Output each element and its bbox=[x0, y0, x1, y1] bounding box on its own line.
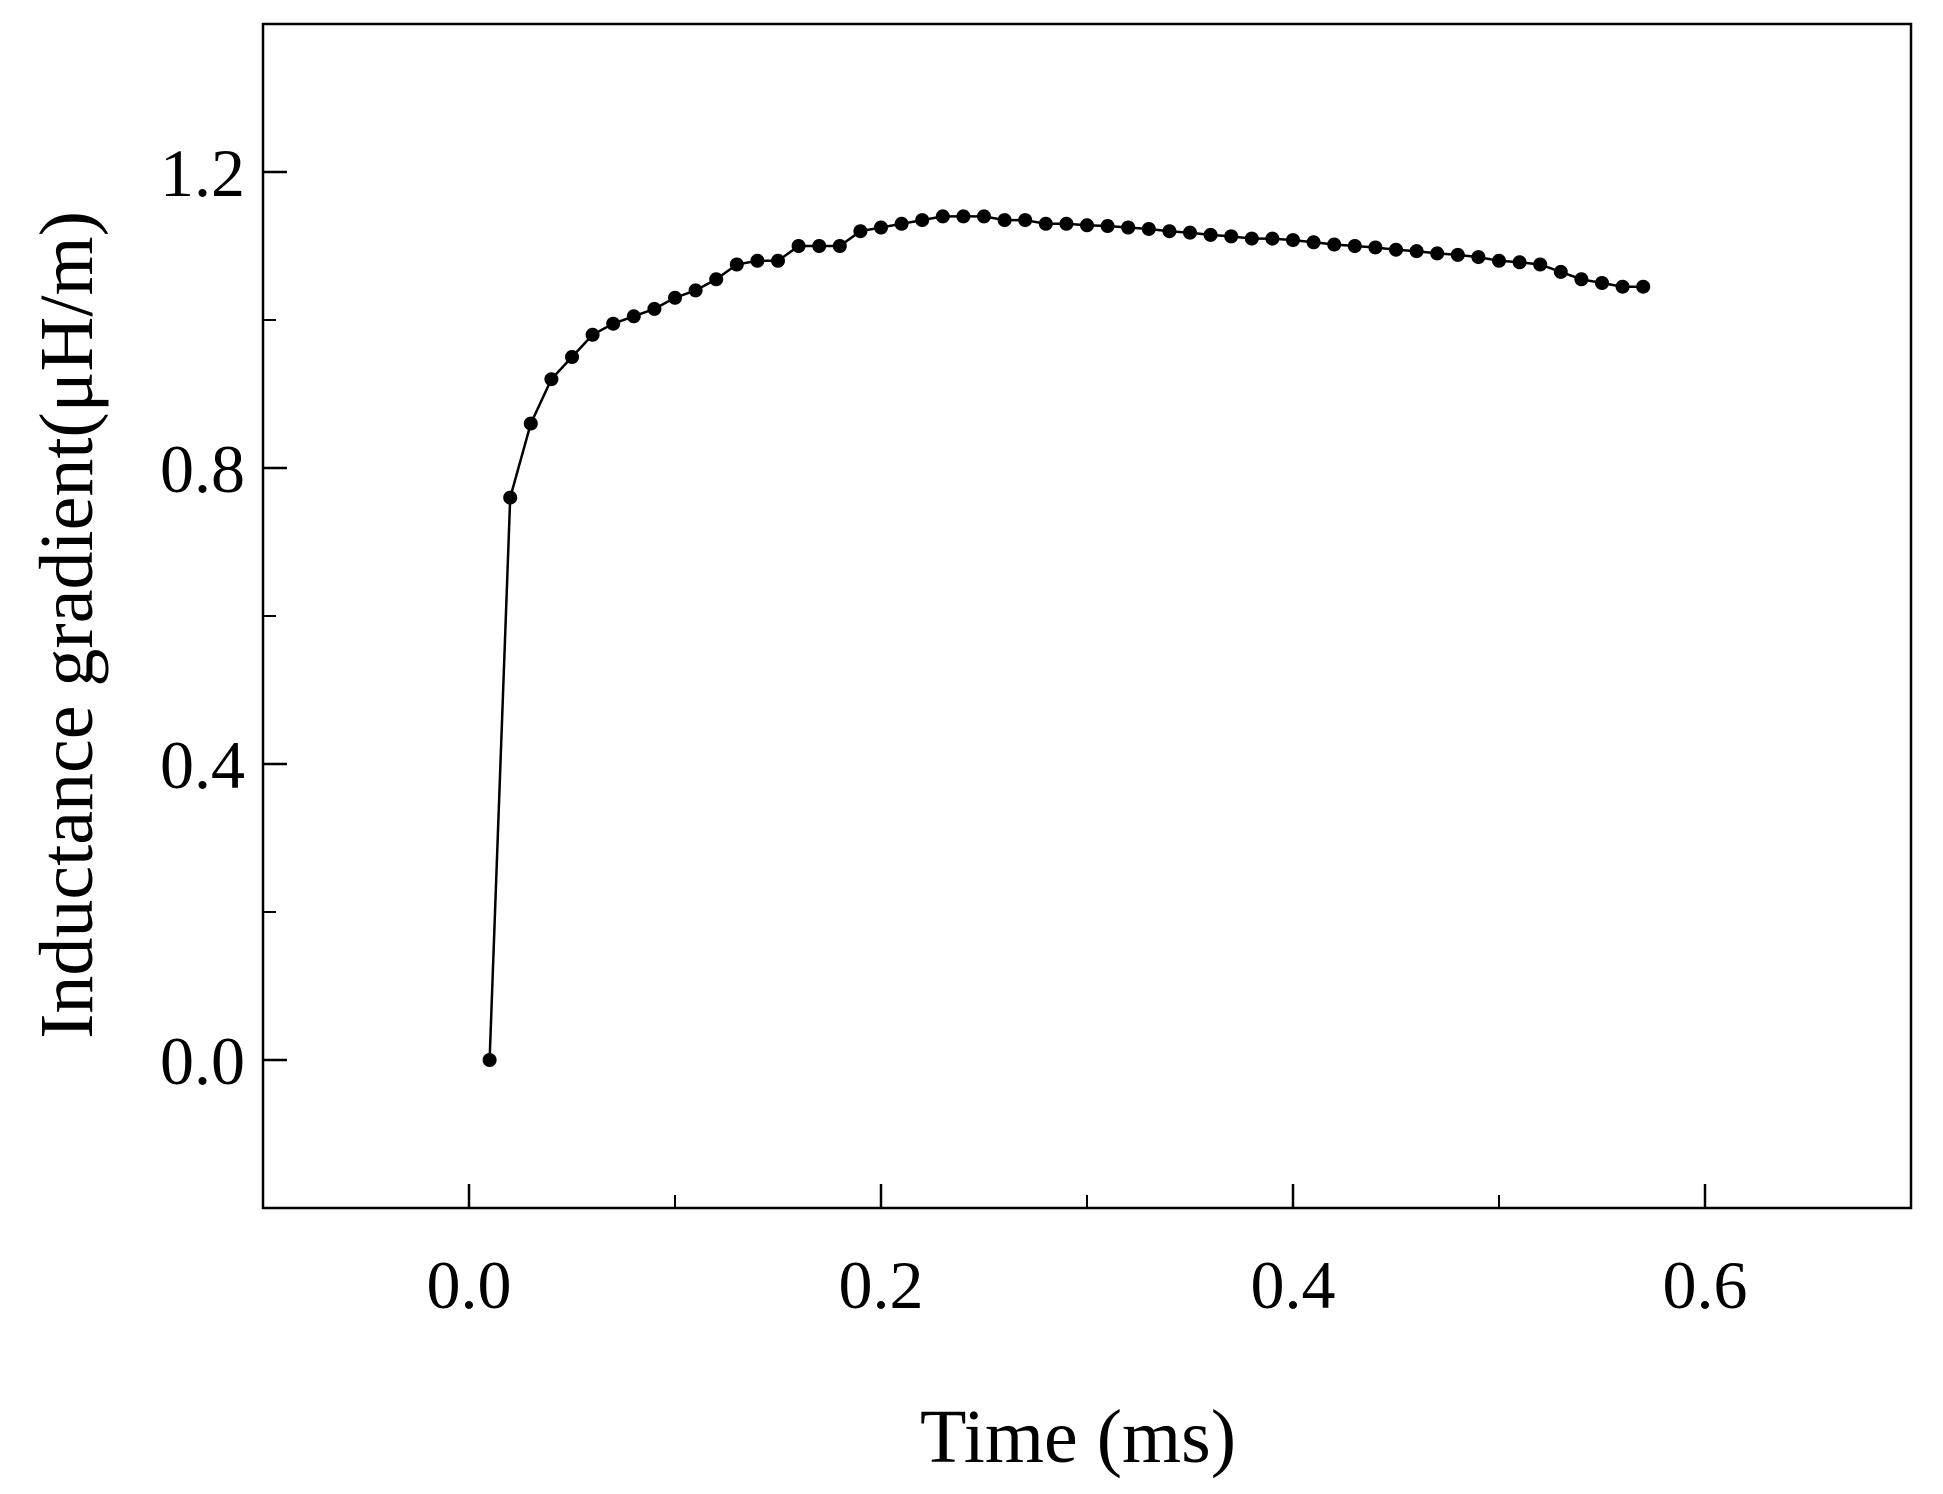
data-point bbox=[956, 209, 971, 224]
data-point bbox=[1244, 231, 1259, 246]
y-tick-label: 1.2 bbox=[160, 135, 245, 211]
y-tick-label: 0.8 bbox=[160, 431, 245, 507]
data-point bbox=[1471, 250, 1486, 265]
data-point bbox=[791, 239, 806, 253]
data-point bbox=[1430, 246, 1445, 261]
plot-frame bbox=[261, 22, 1913, 1210]
data-point bbox=[1121, 220, 1136, 235]
data-point bbox=[812, 239, 827, 253]
x-axis-ticks: 0.0 0.2 0.4 0.6 bbox=[427, 1184, 1748, 1323]
y-axis-title: Inductance gradient(μH/m) bbox=[25, 211, 109, 1039]
data-point bbox=[606, 316, 621, 331]
data-point bbox=[1286, 233, 1300, 248]
data-point bbox=[832, 239, 847, 253]
data-point bbox=[1327, 237, 1342, 252]
data-point bbox=[1553, 264, 1568, 279]
data-point bbox=[1512, 255, 1527, 270]
data-point bbox=[997, 213, 1012, 228]
data-point bbox=[977, 209, 991, 224]
data-point bbox=[771, 253, 785, 268]
data-point bbox=[729, 257, 744, 272]
data-point bbox=[1265, 231, 1280, 246]
data-point bbox=[894, 216, 909, 231]
data-point bbox=[1409, 244, 1424, 259]
data-point bbox=[1595, 276, 1609, 290]
data-point bbox=[585, 327, 600, 342]
x-axis-title: Time (ms) bbox=[920, 1395, 1236, 1479]
x-tick-label: 0.2 bbox=[839, 1247, 924, 1323]
y-axis-ticks: 0.0 0.4 0.8 1.2 bbox=[160, 135, 287, 1099]
data-point bbox=[709, 272, 724, 287]
data-point bbox=[647, 301, 662, 316]
series-line bbox=[488, 215, 1644, 1061]
y-tick-label: 0.0 bbox=[160, 1023, 245, 1099]
data-point bbox=[853, 224, 868, 239]
data-point bbox=[1141, 221, 1156, 236]
data-point bbox=[935, 209, 950, 224]
data-point bbox=[1492, 253, 1506, 268]
data-point bbox=[1389, 242, 1403, 257]
data-point bbox=[1100, 219, 1115, 234]
y-tick-label: 0.4 bbox=[160, 727, 245, 803]
data-point bbox=[1306, 235, 1321, 250]
data-point bbox=[668, 290, 682, 305]
data-point bbox=[482, 1053, 497, 1067]
data-point bbox=[503, 490, 518, 505]
data-point bbox=[1636, 279, 1651, 294]
data-point bbox=[874, 220, 888, 235]
data-point bbox=[565, 350, 579, 364]
data-point bbox=[750, 253, 765, 268]
data-point bbox=[1615, 279, 1630, 294]
data-point bbox=[626, 309, 641, 324]
data-point bbox=[523, 416, 538, 431]
data-point bbox=[1450, 247, 1465, 262]
data-point bbox=[1224, 229, 1239, 244]
data-point bbox=[1347, 239, 1362, 253]
x-tick-label: 0.0 bbox=[427, 1247, 512, 1323]
series-layer bbox=[482, 209, 1651, 1067]
x-tick-label: 0.4 bbox=[1251, 1247, 1336, 1323]
data-point bbox=[1038, 216, 1053, 231]
data-point bbox=[1059, 216, 1074, 231]
x-tick-label: 0.6 bbox=[1663, 1247, 1748, 1323]
data-point bbox=[1018, 213, 1033, 228]
data-point bbox=[1203, 227, 1218, 242]
data-point bbox=[688, 283, 703, 298]
data-point bbox=[1533, 257, 1548, 272]
data-point bbox=[1162, 224, 1177, 239]
data-point bbox=[915, 213, 930, 228]
data-point bbox=[1183, 225, 1197, 240]
data-point bbox=[544, 372, 559, 387]
data-point bbox=[1574, 272, 1589, 287]
data-point bbox=[1368, 240, 1383, 255]
data-point bbox=[1080, 218, 1094, 233]
